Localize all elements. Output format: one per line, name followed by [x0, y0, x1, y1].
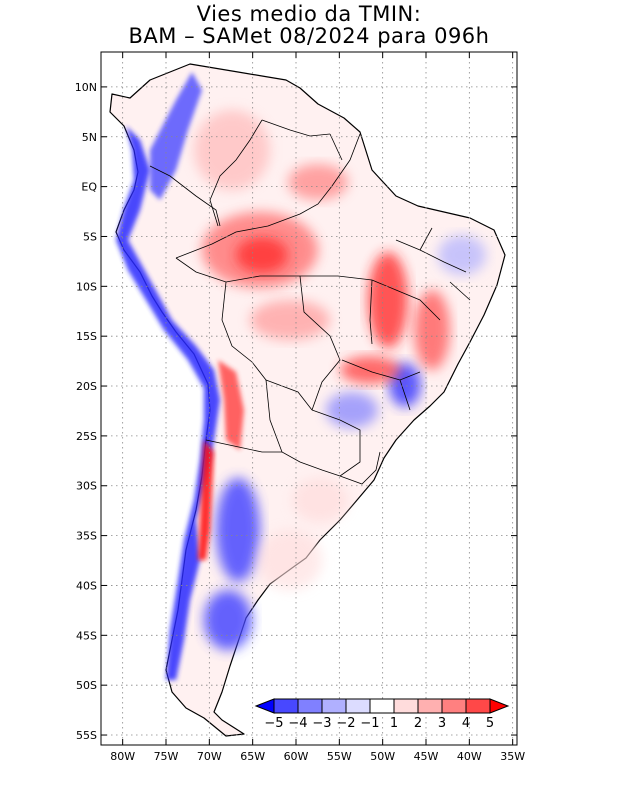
positive-bias-uruguay [292, 478, 348, 522]
colorbar-swatch [273, 698, 299, 714]
lat-tick-label: EQ [81, 181, 97, 194]
lat-tick-label: 30S [76, 480, 97, 493]
positive-bias-altiplano [218, 360, 244, 450]
colorbar-label: −5 [264, 716, 283, 731]
colorbar-label: −3 [312, 716, 331, 731]
lon-tick-label: 55W [327, 750, 352, 763]
lon-tick-label: 45W [414, 750, 439, 763]
map-gridlines [101, 52, 517, 745]
colorbar-swatch [369, 698, 395, 714]
lon-tick-label: 35W [500, 750, 525, 763]
colorbar-label: −4 [288, 716, 307, 731]
positive-bias-bolivia [250, 300, 330, 340]
colorbar-swatch [465, 698, 491, 714]
anomaly-shading [116, 72, 486, 680]
lon-tick-label: 75W [154, 750, 179, 763]
colorbar-label: 3 [438, 716, 446, 731]
lon-tick-label: 70W [197, 750, 222, 763]
lat-tick-label: 40S [76, 579, 97, 592]
lat-tick-label: 20S [76, 380, 97, 393]
lat-tick-label: 25S [76, 430, 97, 443]
positive-bias-mato-grosso [340, 356, 400, 384]
colorbar-label: −2 [336, 716, 355, 731]
positive-bias-andes-strip [198, 440, 214, 560]
colorbar-label: 5 [486, 716, 494, 731]
positive-bias-pampas [258, 530, 322, 590]
colorbar-label: 2 [414, 716, 422, 731]
lat-tick-label: 5S [83, 230, 97, 243]
colorbar-max-arrow [489, 698, 510, 714]
lat-tick-label: 10N [75, 81, 97, 94]
lat-tick-label: 45S [76, 629, 97, 642]
positive-bias-northwest [194, 110, 270, 190]
lon-tick-label: 50W [370, 750, 395, 763]
lon-tick-label: 60W [284, 750, 309, 763]
lat-tick-label: 35S [76, 530, 97, 543]
country-borders [149, 119, 471, 485]
lat-tick-label: 50S [76, 679, 97, 692]
colorbar-swatch [441, 698, 467, 714]
positive-bias-central-brazil [368, 252, 408, 348]
lon-tick-label: 65W [240, 750, 265, 763]
lat-tick-label: 55S [76, 729, 97, 742]
colorbar-label: 1 [390, 716, 398, 731]
lat-tick-label: 10S [76, 280, 97, 293]
lon-tick-label: 80W [110, 750, 135, 763]
map-title-line1: Vies medio da TMIN: [196, 2, 422, 26]
colorbar-label: 4 [462, 716, 470, 731]
negative-bias-patagonia [204, 590, 252, 650]
colorbar-swatch [297, 698, 323, 714]
lat-tick-label: 5N [82, 131, 97, 144]
negative-bias-paraguay [326, 392, 378, 428]
colorbar-swatch [393, 698, 419, 714]
axis-ticks: 10N 5N EQ 5S 10S 15S 20S 25S 30S 35S 40S 45S 50S 55S 8… [75, 52, 525, 763]
lon-tick-label: 40W [457, 750, 482, 763]
negative-bias-andes-coast [116, 126, 220, 680]
positive-bias-guiana [288, 164, 348, 200]
negative-bias-north-andes [150, 72, 202, 200]
positive-bias-east-brazil [414, 290, 450, 370]
negative-bias-northeast [438, 235, 486, 275]
colorbar-label: −1 [360, 716, 379, 731]
map-title-line2: BAM – SAMet 08/2024 para 096h [128, 24, 490, 48]
negative-bias-argentina [216, 478, 260, 582]
colorbar-swatch [345, 698, 371, 714]
positive-bias-amazon-core [236, 237, 288, 273]
colorbar-swatch [321, 698, 347, 714]
colorbar: −5 −4 −3 −2 −1 1 2 3 4 5 [254, 698, 510, 731]
lat-tick-label: 15S [76, 330, 97, 343]
colorbar-swatch [417, 698, 443, 714]
